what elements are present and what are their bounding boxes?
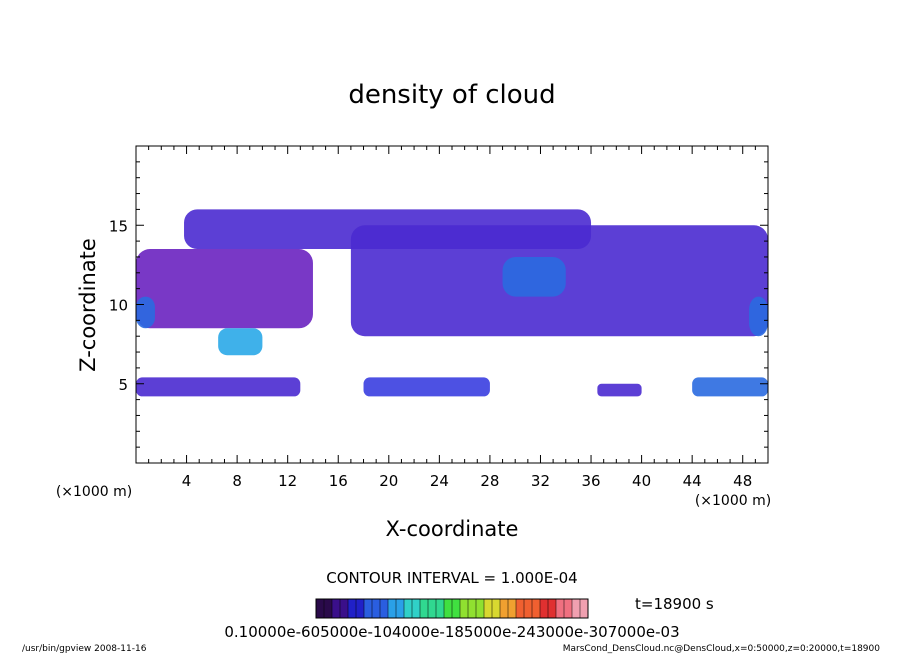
x-tick-label: 48 <box>733 472 752 490</box>
cloud-region-low-band-2 <box>363 377 490 397</box>
x-tick-label: 20 <box>379 472 398 490</box>
x-axis-label: X-coordinate <box>386 517 519 541</box>
footer-left: /usr/bin/gpview 2008-11-16 <box>22 644 147 654</box>
chart-title: density of cloud <box>348 80 555 110</box>
colorbar-segment <box>580 599 589 618</box>
cloud-region-left-edge-core <box>136 296 155 329</box>
x-unit-right: (×1000 m) <box>695 493 771 509</box>
colorbar-segment <box>460 599 469 618</box>
colorbar-segment <box>572 599 581 618</box>
y-axis-label: Z-coordinate <box>76 238 100 372</box>
colorbar-segment <box>332 599 341 618</box>
x-tick-label: 24 <box>430 472 449 490</box>
colorbar-segment <box>556 599 565 618</box>
y-tick-label: 5 <box>118 376 128 394</box>
colorbar-segment <box>372 599 381 618</box>
cloud-region-low-band-4 <box>597 383 642 397</box>
cloud-region-right-edge-core <box>749 296 768 337</box>
colorbar-segment <box>348 599 357 618</box>
plot-area <box>136 209 768 397</box>
colorbar-segment <box>444 599 453 618</box>
cloud-region-low-band-1 <box>136 377 301 397</box>
time-label: t=18900 s <box>635 595 714 613</box>
colorbar-segment <box>484 599 493 618</box>
colorbar-segment <box>500 599 509 618</box>
colorbar-segment <box>492 599 501 618</box>
colorbar-segment <box>532 599 541 618</box>
colorbar-segment <box>452 599 461 618</box>
cloud-region-center-dense-core <box>502 256 566 297</box>
x-tick-label: 8 <box>232 472 242 490</box>
x-tick-label: 36 <box>581 472 600 490</box>
colorbar-segment <box>324 599 333 618</box>
colorbar-segment <box>364 599 373 618</box>
colorbar-segment <box>540 599 549 618</box>
x-unit-left: (×1000 m) <box>56 484 132 500</box>
colorbar-segment <box>508 599 517 618</box>
colorbar-segment <box>412 599 421 618</box>
y-tick-label: 10 <box>109 297 128 315</box>
x-tick-label: 12 <box>278 472 297 490</box>
colorbar-segment <box>524 599 533 618</box>
x-tick-label: 44 <box>683 472 702 490</box>
colorbar <box>315 599 589 618</box>
colorbar-segment <box>436 599 445 618</box>
x-tick-label: 40 <box>632 472 651 490</box>
colorbar-segment <box>468 599 477 618</box>
x-tick-label: 32 <box>531 472 550 490</box>
colorbar-segment <box>380 599 389 618</box>
colorbar-segment <box>428 599 437 618</box>
x-tick-label: 4 <box>182 472 192 490</box>
y-tick-label: 15 <box>109 217 128 235</box>
x-tick-label: 28 <box>480 472 499 490</box>
colorbar-tick-labels: 0.10000e-605000e-104000e-185000e-243000e… <box>224 623 679 641</box>
colorbar-segment <box>388 599 397 618</box>
colorbar-segment <box>548 599 557 618</box>
colorbar-segment <box>356 599 365 618</box>
colorbar-segment <box>396 599 405 618</box>
cloud-region-low-band-3 <box>692 377 768 397</box>
colorbar-segment <box>476 599 485 618</box>
colorbar-segment <box>404 599 413 618</box>
colorbar-segment <box>340 599 349 618</box>
cloud-region-left-dense-core <box>218 328 263 356</box>
cloud-region-west-cloud-layer <box>136 249 313 329</box>
colorbar-segment <box>316 599 325 618</box>
colorbar-segment <box>516 599 525 618</box>
colorbar-segment <box>420 599 429 618</box>
contour-interval-label: CONTOUR INTERVAL = 1.000E-04 <box>326 569 577 587</box>
x-tick-label: 16 <box>329 472 348 490</box>
colorbar-segment <box>564 599 573 618</box>
footer-right: MarsCond_DensCloud.nc@DensCloud,x=0:5000… <box>563 644 880 654</box>
colorbar-frame <box>315 598 589 619</box>
